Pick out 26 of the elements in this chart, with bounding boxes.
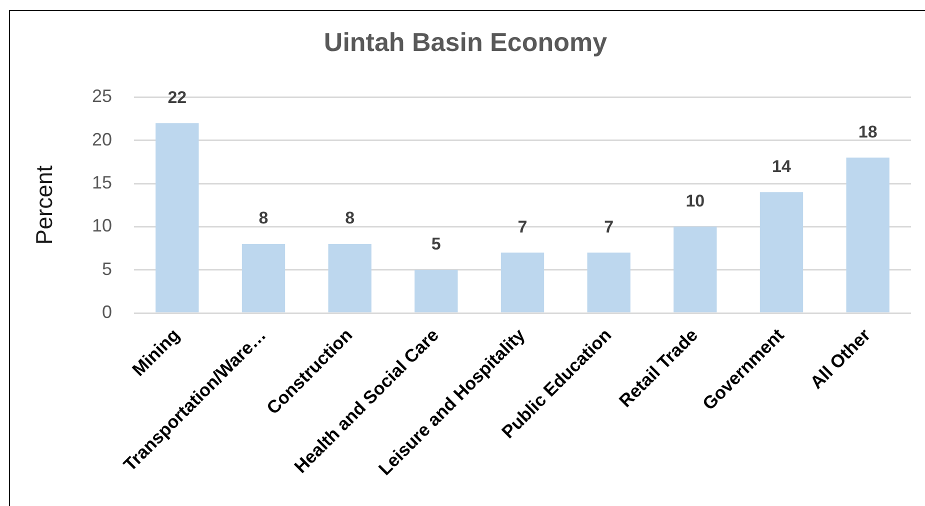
bar bbox=[500, 252, 544, 312]
bar bbox=[760, 192, 804, 312]
bar bbox=[674, 226, 717, 312]
data-label: 7 bbox=[604, 217, 614, 236]
data-label: 10 bbox=[686, 191, 705, 210]
y-tick-label: 20 bbox=[92, 129, 112, 150]
data-label: 7 bbox=[518, 217, 528, 236]
bar bbox=[156, 123, 199, 312]
data-label: 5 bbox=[431, 234, 441, 254]
bar bbox=[587, 252, 630, 312]
bar bbox=[846, 158, 890, 312]
data-label: 8 bbox=[345, 208, 355, 228]
y-tick-label: 0 bbox=[102, 302, 112, 322]
data-label: 18 bbox=[858, 122, 878, 142]
chart-title: Uintah Basin Economy bbox=[324, 26, 608, 57]
bar bbox=[414, 270, 458, 312]
y-tick-label: 25 bbox=[92, 86, 112, 106]
data-label: 8 bbox=[258, 208, 268, 228]
data-label: 22 bbox=[168, 88, 187, 107]
y-axis-title: Percent bbox=[31, 164, 58, 245]
bar bbox=[328, 244, 372, 312]
y-tick-label: 15 bbox=[92, 172, 112, 192]
y-tick-label: 10 bbox=[92, 216, 112, 236]
data-label: 14 bbox=[772, 156, 792, 176]
y-tick-label: 5 bbox=[102, 258, 112, 279]
bar bbox=[242, 244, 286, 312]
